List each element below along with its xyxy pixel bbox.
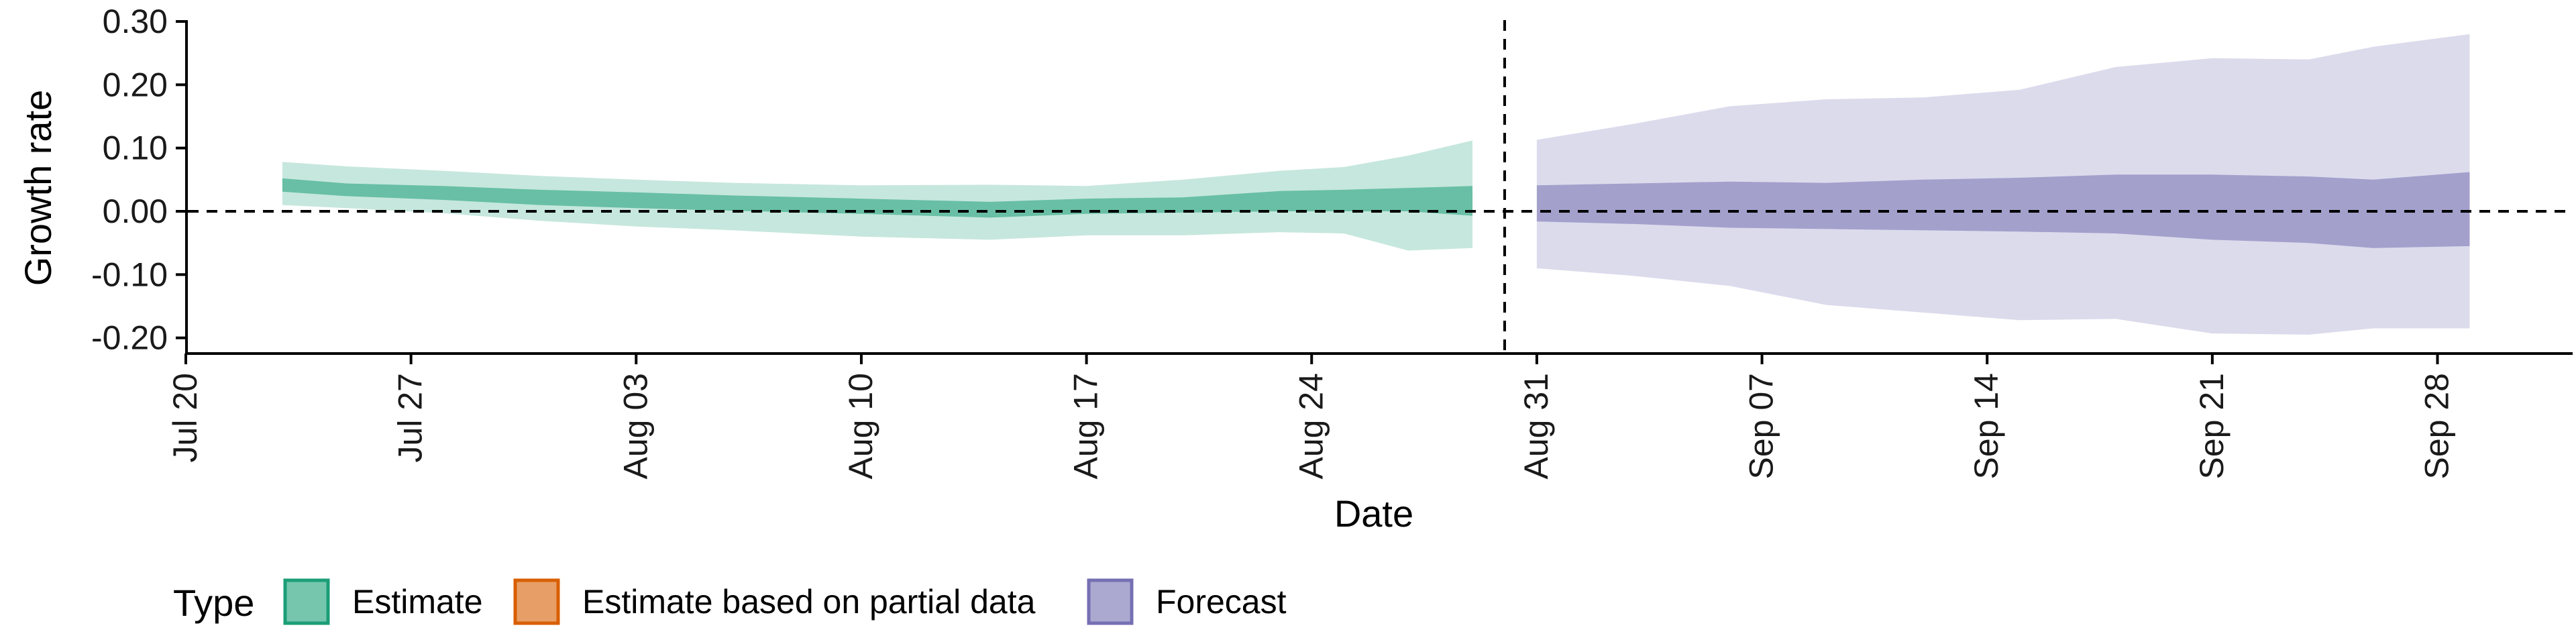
x-tick-label: Sep 14 [1968,373,2005,479]
x-tick-label: Sep 28 [2418,373,2456,479]
forecast-inner-band [1536,172,2470,248]
x-tick-label: Aug 24 [1292,373,1330,479]
legend-key-estimate-based-on-partial-data [513,578,560,625]
x-tick-label: Sep 07 [1743,373,1780,479]
x-tick-label: Aug 31 [1517,373,1555,479]
x-tick-label: Jul 20 [166,373,204,462]
legend-key-forecast [1087,578,1134,625]
y-tick-label: 0.30 [103,3,168,40]
legend-title: Type [173,582,254,624]
y-tick-label: 0.20 [103,66,168,103]
y-tick-label: 0.00 [103,193,168,230]
ribbon-layer [282,34,2470,335]
y-axis-title: Growth rate [17,90,59,286]
y-tick-label: -0.10 [91,256,168,293]
legend-key-estimate [283,578,330,625]
x-tick-label: Sep 21 [2193,373,2231,479]
x-tick-label: Aug 17 [1067,373,1105,479]
x-axis-title: Date [1334,492,1413,535]
legend-label-forecast: Forecast [1156,583,1287,621]
y-tick-label: -0.20 [91,319,168,357]
estimate-inner-band [282,178,1472,218]
legend-label-estimate: Estimate [352,583,483,621]
x-tick-label: Aug 10 [842,373,879,479]
x-axis-ticks: Jul 20 Jul 27 Aug 03 Aug 10 Aug 17 Aug 24 Aug … [166,354,2456,479]
estimate-outer-band [282,140,1472,251]
x-tick-label: Jul 27 [392,373,429,462]
x-tick-label: Aug 03 [616,373,654,479]
legend-label-estimate-based-on-partial-data: Estimate based on partial data [582,583,1036,621]
legend: Type Estimate Estimate based on partial d… [173,578,1287,625]
y-tick-label: 0.10 [103,129,168,167]
y-axis-ticks: -0.20 -0.10 0.00 0.10 0.20 0.30 [91,3,186,357]
legend-entries: Estimate Estimate based on partial data Fo… [283,578,1287,625]
